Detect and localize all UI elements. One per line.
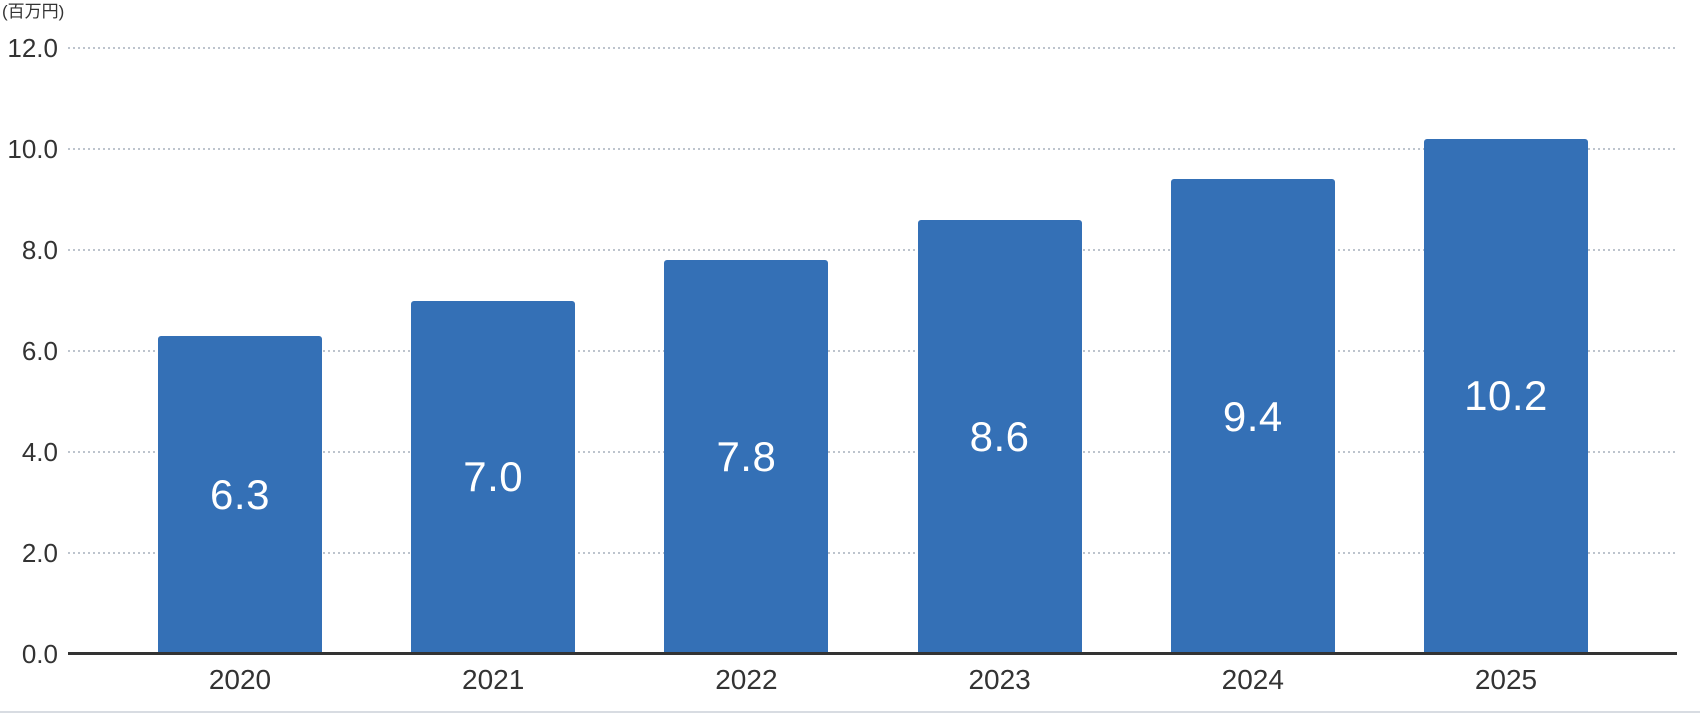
bar-value-label-2024: 9.4	[1222, 392, 1283, 440]
bar-2020: 6.3	[158, 335, 322, 654]
bar-value-label-2022: 7.8	[716, 433, 777, 481]
gridline-4.0	[68, 451, 1677, 453]
y-tick-label-10.0: 10.0	[7, 134, 58, 164]
y-tick-label-0.0: 0.0	[21, 639, 58, 669]
x-tick-label-2022: 2022	[715, 664, 778, 695]
bar-2022: 7.8	[664, 260, 829, 654]
bar-value-label-2020: 6.3	[210, 470, 270, 518]
bar-value-label-2021: 7.0	[463, 453, 524, 501]
bar-2024: 9.4	[1170, 179, 1335, 654]
gridline-12.0	[68, 47, 1677, 49]
x-tick-label-2020: 2020	[208, 664, 272, 695]
y-tick-label-12.0: 12.0	[7, 33, 58, 63]
y-tick-label-8.0: 8.0	[21, 235, 58, 265]
gridline-2.0	[68, 552, 1677, 554]
x-axis-line	[68, 652, 1677, 655]
gridline-8.0	[68, 249, 1677, 251]
y-tick-label-4.0: 4.0	[21, 437, 58, 467]
x-tick-label-2023: 2023	[968, 664, 1031, 695]
page-bottom-border	[0, 711, 1700, 713]
gridline-6.0	[68, 350, 1677, 352]
y-axis-unit-label: (百万円)	[2, 2, 65, 21]
y-tick-label-6.0: 6.0	[21, 336, 58, 366]
bar-2021: 7.0	[411, 300, 576, 654]
x-tick-label-2024: 2024	[1221, 664, 1284, 695]
x-tick-label-2025: 2025	[1474, 664, 1538, 695]
gridline-10.0	[68, 148, 1677, 150]
x-tick-label-2021: 2021	[462, 664, 525, 695]
bar-value-label-2025: 10.2	[1464, 372, 1548, 420]
bar-2023: 8.6	[917, 219, 1082, 654]
bar-value-label-2023: 8.6	[969, 412, 1030, 460]
y-tick-label-2.0: 2.0	[21, 538, 58, 568]
bar-2025: 10.2	[1424, 138, 1588, 654]
